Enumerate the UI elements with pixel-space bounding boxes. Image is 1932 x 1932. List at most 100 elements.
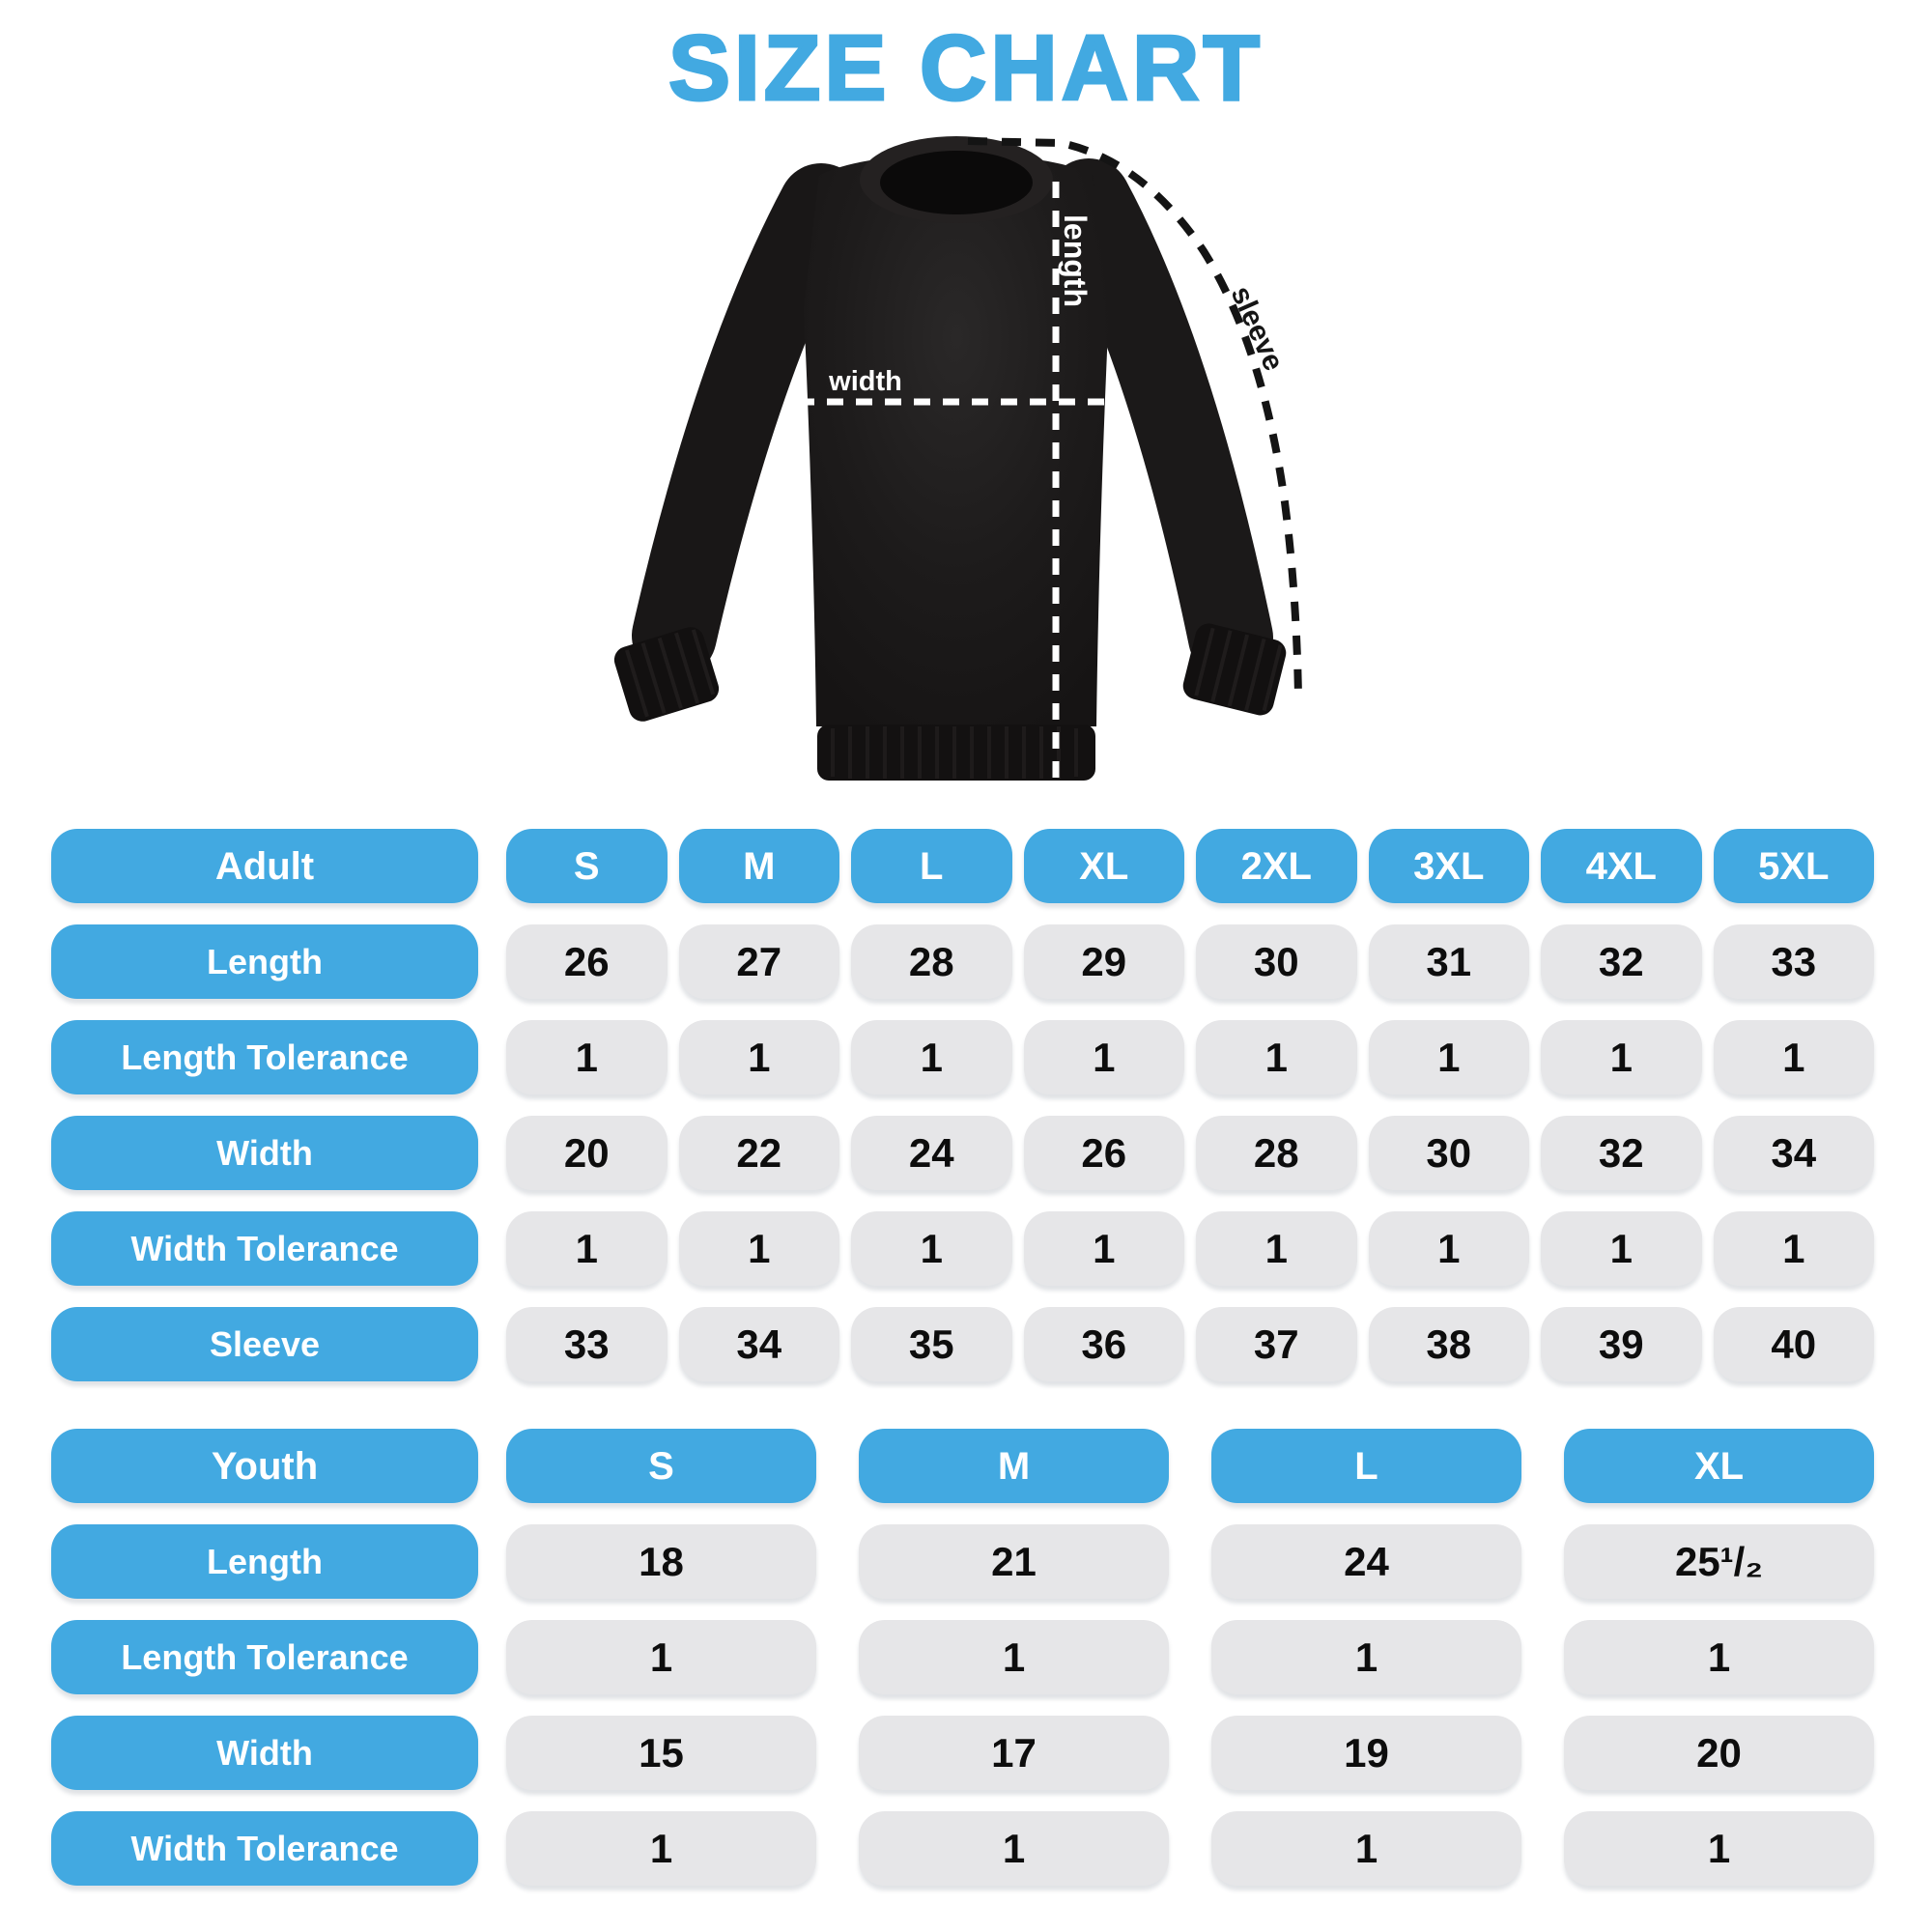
value-cell: 38 xyxy=(1368,1307,1529,1381)
row-label-sleeve: Sleeve xyxy=(51,1307,478,1381)
collar xyxy=(860,136,1053,223)
sleeve-line xyxy=(967,137,1302,698)
value-cell: 39 xyxy=(1541,1307,1702,1381)
sweatshirt-graphic: width length sleeve xyxy=(613,136,1302,781)
size-header-cell: XL xyxy=(1023,829,1184,903)
value-cell: 1 xyxy=(1541,1211,1702,1286)
value-cell: 1 xyxy=(1564,1811,1874,1886)
value-cell: 1 xyxy=(859,1620,1169,1694)
value-cell: 1 xyxy=(851,1020,1012,1094)
value-cell: 1 xyxy=(1211,1811,1521,1886)
value-cell: 1 xyxy=(506,1211,668,1286)
value-cell: 32 xyxy=(1541,1116,1702,1190)
row-label-length-tolerance: Length Tolerance xyxy=(51,1620,478,1694)
right-sleeve xyxy=(1046,158,1273,680)
youth-length-tolerance-row: Length Tolerance 1 1 1 1 xyxy=(51,1620,1874,1694)
value-cell: 1 xyxy=(859,1811,1169,1886)
size-header-cell: 5XL xyxy=(1713,829,1874,903)
value-cell: 30 xyxy=(1368,1116,1529,1190)
value-cell: 29 xyxy=(1023,924,1184,999)
row-label-width-tolerance: Width Tolerance xyxy=(51,1811,478,1886)
value-cell: 20 xyxy=(1564,1716,1874,1790)
youth-table-title: Youth xyxy=(51,1429,478,1503)
adult-table-title: Adult xyxy=(51,829,478,903)
value-cell: 33 xyxy=(1713,924,1874,999)
value-cell: 1 xyxy=(678,1211,839,1286)
adult-width-row: Width 20 22 24 26 28 30 32 34 xyxy=(51,1116,1874,1190)
value-cell: 21 xyxy=(859,1524,1169,1599)
value-cell: 1 xyxy=(506,1020,668,1094)
value-cell: 40 xyxy=(1713,1307,1874,1381)
garment-diagram: width length sleeve xyxy=(531,104,1314,800)
adult-header-row: Adult S M L XL 2XL 3XL 4XL 5XL xyxy=(51,829,1874,903)
value-cell: 17 xyxy=(859,1716,1169,1790)
row-label-length: Length xyxy=(51,924,478,999)
value-cell: 1 xyxy=(1023,1211,1184,1286)
value-cell: 24 xyxy=(851,1116,1012,1190)
value-cell: 36 xyxy=(1023,1307,1184,1381)
value-cell: 20 xyxy=(506,1116,668,1190)
value-cell: 35 xyxy=(851,1307,1012,1381)
row-label-width: Width xyxy=(51,1716,478,1790)
page-title: SIZE CHART xyxy=(668,15,1264,122)
size-header-cell: L xyxy=(1211,1429,1521,1503)
value-cell: 1 xyxy=(1564,1620,1874,1694)
value-cell: 27 xyxy=(678,924,839,999)
body-panel xyxy=(804,154,1109,726)
row-label-length-tolerance: Length Tolerance xyxy=(51,1020,478,1094)
size-header-cell: S xyxy=(506,1429,816,1503)
value-cell: 1 xyxy=(1196,1211,1357,1286)
adult-length-row: Length 26 27 28 29 30 31 32 33 xyxy=(51,924,1874,999)
value-cell: 1 xyxy=(1196,1020,1357,1094)
width-measure-label: width xyxy=(828,366,902,397)
adult-sleeve-row: Sleeve 33 34 35 36 37 38 39 40 xyxy=(51,1307,1874,1381)
value-cell: 34 xyxy=(1713,1116,1874,1190)
value-cell: 1 xyxy=(1713,1020,1874,1094)
value-cell: 37 xyxy=(1196,1307,1357,1381)
value-cell: 19 xyxy=(1211,1716,1521,1790)
value-cell: 1 xyxy=(678,1020,839,1094)
size-header-cell: M xyxy=(859,1429,1169,1503)
size-header-cell: M xyxy=(678,829,839,903)
value-cell: 34 xyxy=(678,1307,839,1381)
value-cell: 25¹/₂ xyxy=(1564,1524,1874,1599)
value-cell: 24 xyxy=(1211,1524,1521,1599)
row-label-length: Length xyxy=(51,1524,478,1599)
value-cell: 1 xyxy=(506,1811,816,1886)
adult-length-tolerance-row: Length Tolerance 1 1 1 1 1 1 1 1 xyxy=(51,1020,1874,1094)
size-header-cell: 2XL xyxy=(1196,829,1357,903)
value-cell: 1 xyxy=(1713,1211,1874,1286)
size-header-cell: XL xyxy=(1564,1429,1874,1503)
value-cell: 18 xyxy=(506,1524,816,1599)
value-cell: 30 xyxy=(1196,924,1357,999)
value-cell: 1 xyxy=(1023,1020,1184,1094)
value-cell: 28 xyxy=(851,924,1012,999)
length-measure-label: length xyxy=(1058,214,1093,307)
value-cell: 1 xyxy=(851,1211,1012,1286)
value-cell: 33 xyxy=(506,1307,668,1381)
value-cell: 1 xyxy=(1368,1211,1529,1286)
size-header-cell: 3XL xyxy=(1368,829,1529,903)
youth-size-table: Youth S M L XL Length 18 21 24 25¹/₂ Len… xyxy=(51,1429,1874,1907)
value-cell: 1 xyxy=(1211,1620,1521,1694)
value-cell: 1 xyxy=(1541,1020,1702,1094)
value-cell: 32 xyxy=(1541,924,1702,999)
value-cell: 26 xyxy=(1023,1116,1184,1190)
size-header-cell: S xyxy=(506,829,668,903)
youth-width-tolerance-row: Width Tolerance 1 1 1 1 xyxy=(51,1811,1874,1886)
value-cell: 1 xyxy=(506,1620,816,1694)
sleeve-measure-label: sleeve xyxy=(1225,281,1290,375)
size-header-cell: 4XL xyxy=(1541,829,1702,903)
row-label-width-tolerance: Width Tolerance xyxy=(51,1211,478,1286)
adult-width-tolerance-row: Width Tolerance 1 1 1 1 1 1 1 1 xyxy=(51,1211,1874,1286)
youth-width-row: Width 15 17 19 20 xyxy=(51,1716,1874,1790)
value-cell: 22 xyxy=(678,1116,839,1190)
row-label-width: Width xyxy=(51,1116,478,1190)
youth-length-row: Length 18 21 24 25¹/₂ xyxy=(51,1524,1874,1599)
youth-header-row: Youth S M L XL xyxy=(51,1429,1874,1503)
value-cell: 28 xyxy=(1196,1116,1357,1190)
left-cuff xyxy=(613,627,720,722)
value-cell: 15 xyxy=(506,1716,816,1790)
right-cuff xyxy=(1182,623,1287,716)
